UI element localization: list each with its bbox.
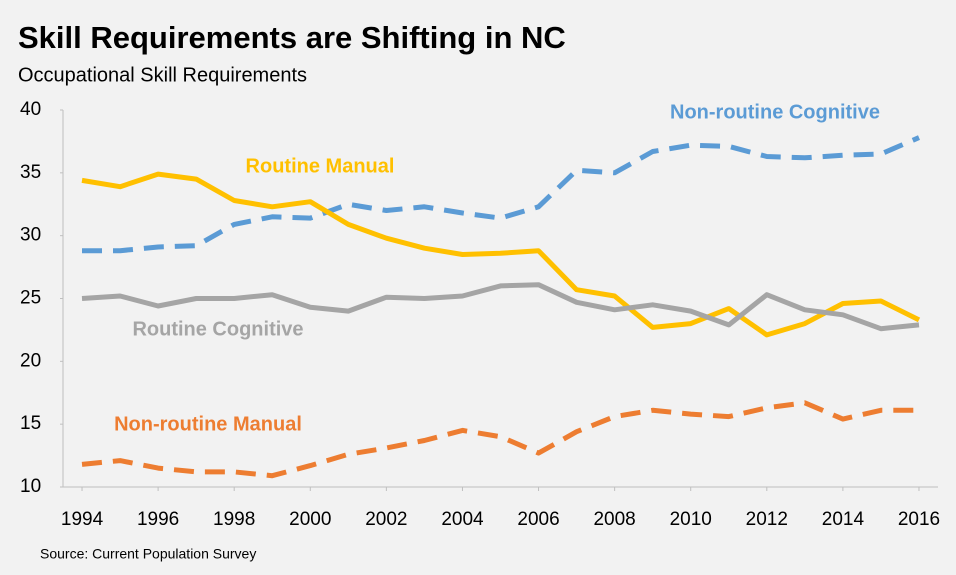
x-tick-label: 2012 — [746, 509, 788, 530]
x-tick-label: 2006 — [517, 509, 559, 530]
y-tick-label: 35 — [20, 162, 41, 183]
x-tick-label: 2014 — [822, 509, 865, 530]
chart-title: Skill Requirements are Shifting in NC — [18, 20, 566, 55]
chart-subtitle: Occupational Skill Requirements — [18, 64, 307, 86]
series-label: Routine Cognitive — [132, 318, 303, 340]
y-tick-label: 20 — [20, 350, 41, 371]
series-label: Non-routine Cognitive — [670, 101, 880, 123]
x-tick-label: 2016 — [898, 509, 940, 530]
series-line — [81, 400, 919, 479]
x-tick-label: 2010 — [670, 509, 712, 530]
series-line — [82, 135, 920, 254]
y-tick-label: 40 — [20, 99, 41, 120]
y-tick-label: 25 — [20, 288, 41, 309]
series-label: Routine Manual — [246, 155, 395, 177]
x-tick-label: 2002 — [365, 509, 407, 530]
x-tick-label: 1998 — [213, 509, 255, 530]
y-tick-label: 15 — [20, 413, 41, 434]
x-tick-label: 1994 — [61, 509, 104, 530]
x-tick-label: 2008 — [593, 509, 635, 530]
y-tick-label: 30 — [20, 225, 41, 246]
source-note: Source: Current Population Survey — [40, 546, 256, 562]
y-tick-label: 10 — [20, 476, 41, 497]
x-tick-label: 2004 — [441, 509, 484, 530]
x-tick-label: 2000 — [289, 509, 331, 530]
series-label: Non-routine Manual — [114, 413, 302, 435]
series-line — [81, 171, 921, 338]
x-tick-label: 1996 — [137, 509, 179, 530]
series-line — [81, 282, 920, 332]
